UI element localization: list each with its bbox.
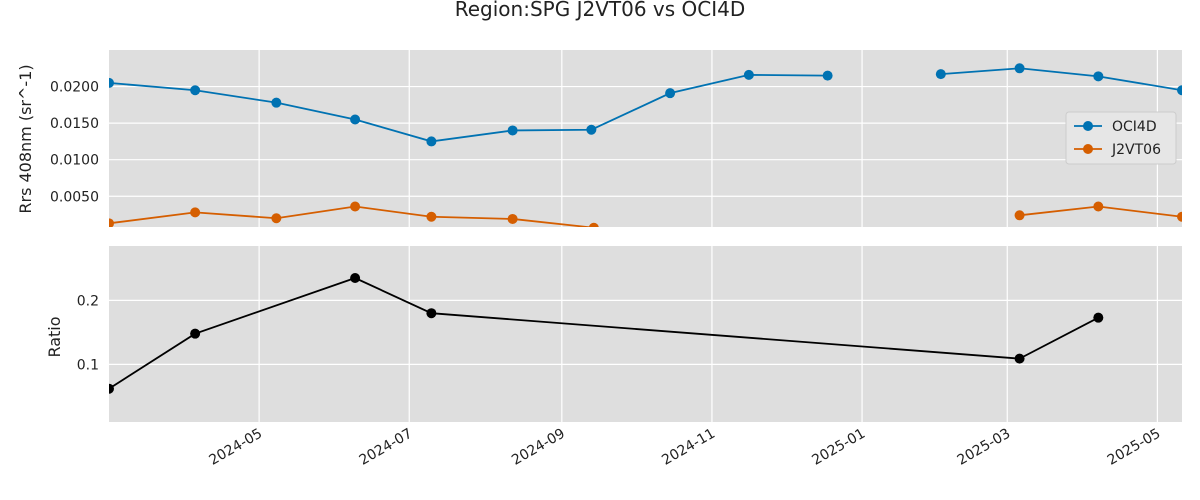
- rrs-series-0-point-1: [190, 85, 201, 96]
- rrs-y-tick-label: 0.0100: [50, 153, 99, 169]
- legend-box: [1065, 111, 1177, 165]
- rrs-series-0-point-4: [426, 136, 437, 147]
- rrs-series-0-line-segment-0: [109, 73, 828, 143]
- ratio-series-0-point-2: [350, 273, 361, 283]
- rrs-series-0-point-3: [350, 114, 361, 125]
- ratio-series-0-line-segment-0: [109, 277, 1099, 390]
- legend: OCI4D J2VT06: [1065, 111, 1177, 165]
- x-tick-label: 2024-09: [509, 426, 568, 469]
- ratio-series-0-point-3: [426, 308, 437, 319]
- legend-swatch-marker-0: [1083, 121, 1093, 131]
- chart-title: Region:SPG J2VT06 vs OCI4D: [455, 0, 746, 21]
- ratio-series-0-point-0: [109, 383, 114, 394]
- rrs-series-1-point-9: [1093, 201, 1104, 212]
- ratio-series-0: [109, 273, 1104, 394]
- rrs-series-0-point-12: [1014, 63, 1025, 74]
- rrs-series-0-point-6: [586, 124, 597, 135]
- x-tick-labels: 2024-05 2024-07 2024-09 2024-11 2025-01 2025-…: [206, 426, 1163, 469]
- rrs-y-tick-label: 0.0150: [50, 116, 99, 132]
- ratio-plot-area: [109, 246, 1182, 422]
- rrs-series-0-point-11: [935, 69, 946, 80]
- rrs-series-0-point-9: [822, 70, 833, 81]
- rrs-y-axis-label: Rrs 408nm (sr^-1): [16, 64, 35, 213]
- legend-entry-label: OCI4D: [1112, 119, 1157, 135]
- rrs-series-1-point-3: [350, 201, 361, 212]
- rrs-series-1-point-6: [588, 222, 599, 227]
- rrs-series-0-line-segment-1: [940, 67, 1182, 92]
- rrs-vertical-grid: [258, 50, 1158, 227]
- ratio-vertical-grid: [258, 246, 1158, 422]
- ratio-y-axis-label: Ratio: [45, 316, 64, 357]
- x-tick-label: 2025-01: [809, 426, 868, 469]
- rrs-series-0-point-2: [271, 97, 282, 108]
- rrs-series-1-point-1: [190, 207, 201, 218]
- ratio-series: [109, 273, 1104, 394]
- rrs-series: [109, 63, 1182, 227]
- rrs-series-1: [109, 201, 1182, 227]
- rrs-plot-area: [109, 50, 1182, 227]
- rrs-y-tick-label: 0.0050: [50, 189, 99, 205]
- ratio-y-tick-labels: 0.1 0.2: [77, 293, 99, 373]
- rrs-series-0-point-14: [1177, 85, 1182, 96]
- rrs-y-tick-labels: 0.0050 0.0100 0.0150 0.0200: [50, 80, 99, 206]
- rrs-series-0-point-8: [743, 69, 754, 80]
- x-tick-label: 2024-05: [206, 426, 265, 469]
- rrs-series-1-point-4: [426, 211, 437, 222]
- rrs-series-1-point-8: [1014, 210, 1025, 221]
- rrs-series-1-point-10: [1177, 211, 1182, 222]
- ratio-panel: 0.1 0.2 Ratio 2024-05 2024-07 2024-09 2024-1…: [45, 246, 1182, 469]
- rrs-series-0-point-0: [109, 77, 114, 88]
- rrs-series-1-point-5: [507, 213, 518, 224]
- rrs-series-1-point-0: [109, 218, 114, 227]
- x-tick-label: 2025-03: [955, 426, 1014, 469]
- x-tick-label: 2024-07: [357, 426, 416, 469]
- rrs-y-tick-label: 0.0200: [50, 80, 99, 96]
- rrs-horizontal-grid: [109, 85, 1182, 197]
- ratio-horizontal-grid: [109, 299, 1182, 365]
- rrs-series-0: [109, 63, 1182, 147]
- rrs-series-0-point-5: [507, 125, 518, 136]
- rrs-series-0-point-13: [1093, 71, 1104, 82]
- x-tick-label: 2024-11: [659, 426, 718, 469]
- ratio-series-0-point-1: [190, 328, 201, 339]
- rrs-series-0-point-7: [665, 88, 676, 99]
- legend-swatch-marker-1: [1083, 144, 1093, 154]
- x-tick-label: 2025-05: [1105, 426, 1164, 469]
- ratio-series-0-point-5: [1093, 312, 1104, 323]
- ratio-series-0-point-4: [1014, 353, 1025, 364]
- legend-entry-label: J2VT06: [1111, 142, 1161, 158]
- rrs-panel: 0.0050 0.0100 0.0150 0.0200 Rrs 408nm (sr^-…: [16, 50, 1182, 227]
- ratio-y-tick-label: 0.1: [77, 357, 99, 373]
- rrs-series-1-point-2: [271, 213, 282, 224]
- ratio-y-tick-label: 0.2: [77, 293, 99, 309]
